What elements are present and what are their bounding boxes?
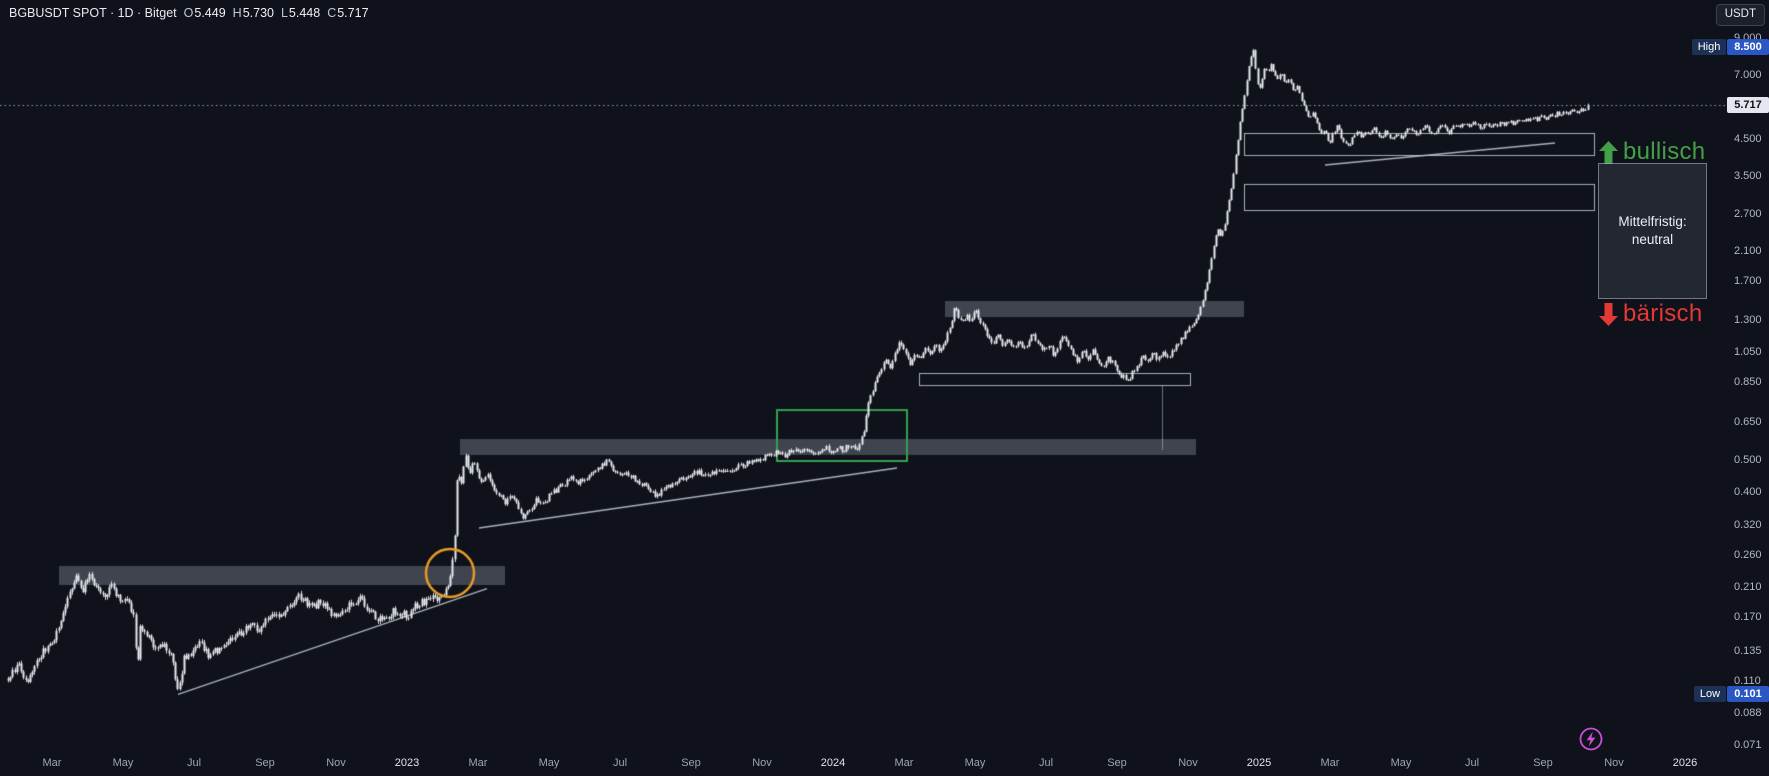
time-tick: Nov: [326, 757, 346, 769]
time-tick: Sep: [1533, 757, 1553, 769]
price-tick: 0.260: [1734, 549, 1762, 562]
price-tick: 0.500: [1734, 453, 1762, 466]
price-tick: 2.100: [1734, 244, 1762, 257]
boost-lightning-icon[interactable]: [1578, 726, 1604, 757]
price-tick: 0.320: [1734, 519, 1762, 532]
time-tick: Nov: [1604, 757, 1624, 769]
bearish-annotation[interactable]: bärisch: [1599, 300, 1702, 328]
low-price-label: Low: [1694, 685, 1726, 702]
price-tick: 2.700: [1734, 207, 1762, 220]
time-tick: Nov: [752, 757, 772, 769]
midterm-neutral-note[interactable]: Mittelfristig: neutral: [1598, 163, 1707, 299]
time-tick: Mar: [468, 757, 488, 769]
time-tick: May: [112, 757, 134, 769]
high-price-label: High: [1692, 38, 1726, 55]
currency-unit-button[interactable]: USDT: [1715, 4, 1765, 26]
time-tick: 2024: [820, 757, 846, 769]
time-tick: Jul: [1464, 757, 1480, 769]
time-tick: May: [1390, 757, 1412, 769]
up-arrow-icon: [1599, 140, 1618, 164]
time-tick: Nov: [1178, 757, 1198, 769]
ohlc-close: C5.717: [327, 6, 369, 20]
price-tick: 7.000: [1734, 68, 1762, 81]
price-tick: 4.500: [1734, 133, 1762, 146]
price-tick: 0.110: [1734, 674, 1761, 687]
ohlc-low: L5.448: [280, 6, 321, 20]
last-price-badge: 5.717: [1727, 96, 1769, 113]
time-tick: 2023: [394, 757, 420, 769]
midterm-note-text: Mittelfristig: neutral: [1618, 214, 1687, 247]
price-tick: 0.071: [1734, 738, 1762, 751]
time-tick: Sep: [681, 757, 701, 769]
price-tick: 1.700: [1734, 275, 1762, 288]
down-arrow-icon: [1599, 302, 1618, 326]
time-tick: Mar: [42, 757, 62, 769]
time-tick: Mar: [894, 757, 914, 769]
low-price-badge: 0.101: [1727, 685, 1769, 702]
time-tick: Jul: [186, 757, 202, 769]
time-tick: Jul: [612, 757, 628, 769]
ohlc-high: H5.730: [232, 6, 274, 20]
time-tick: Mar: [1320, 757, 1340, 769]
price-tick: 3.500: [1734, 169, 1762, 182]
price-tick: 0.400: [1734, 486, 1762, 499]
time-tick: 2025: [1246, 757, 1272, 769]
bearish-label: bärisch: [1623, 300, 1703, 327]
price-tick: 0.088: [1734, 707, 1762, 720]
price-tick: 0.170: [1734, 611, 1762, 624]
time-tick: Jul: [1038, 757, 1054, 769]
price-tick: 0.650: [1734, 415, 1762, 428]
time-tick: May: [964, 757, 986, 769]
bullish-label: bullisch: [1623, 138, 1706, 165]
price-tick: 0.850: [1734, 376, 1762, 389]
price-tick: 1.300: [1734, 314, 1762, 327]
price-tick: 0.210: [1734, 580, 1762, 593]
symbol-title: BGBUSDT SPOT · 1D · Bitget: [9, 6, 177, 20]
time-tick: 2026: [1672, 757, 1698, 769]
high-price-badge: 8.500: [1727, 38, 1769, 55]
bullish-annotation[interactable]: bullisch: [1599, 138, 1705, 166]
price-tick: 1.050: [1734, 345, 1762, 358]
price-tick: 0.135: [1734, 644, 1762, 657]
time-tick: May: [538, 757, 560, 769]
ohlc-open: O5.449: [183, 6, 226, 20]
time-tick: Sep: [255, 757, 275, 769]
symbol-legend[interactable]: BGBUSDT SPOT · 1D · Bitget O5.449 H5.730…: [9, 6, 369, 20]
time-tick: Sep: [1107, 757, 1127, 769]
